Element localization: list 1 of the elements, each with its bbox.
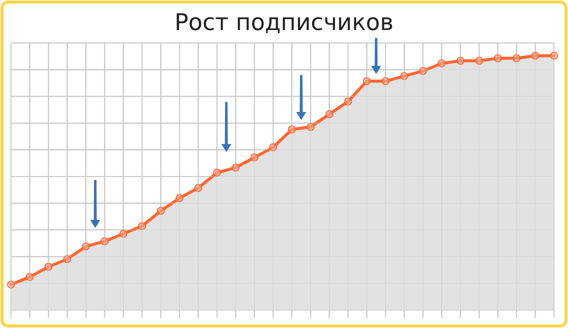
chart-title: Рост подписчиков (174, 10, 394, 36)
